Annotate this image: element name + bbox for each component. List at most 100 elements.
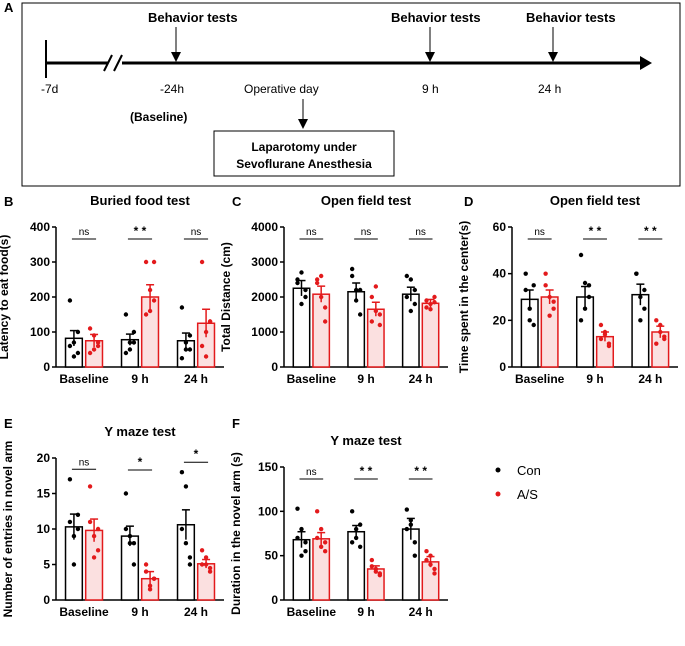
point-con <box>353 535 359 541</box>
point-as <box>662 336 667 342</box>
behavior-label-24h: Behavior tests <box>526 10 616 25</box>
point-as <box>428 562 433 567</box>
bar-as <box>312 293 331 368</box>
behavior-label-baseline: Behavior tests <box>148 10 238 25</box>
point-as <box>543 271 548 276</box>
panel-a: A -7d -24h 9 h 24 h Behavior tests Behav… <box>4 0 681 187</box>
point-as <box>322 549 328 554</box>
point-as <box>543 283 548 288</box>
point-as <box>199 548 205 553</box>
y-tick-label: 0 <box>271 593 278 607</box>
point-con <box>187 555 193 560</box>
ymaze-duration-chart: Y maze test Duration in the novel arm (s)… <box>229 433 448 619</box>
significance-label: ns <box>534 227 545 238</box>
point-as <box>314 277 320 282</box>
point-as <box>373 284 379 289</box>
y-tick-label: 100 <box>258 504 278 518</box>
panel-letter-b: B <box>4 194 13 209</box>
buried-food-chart: Buried food test Latency to eat food(s) 0 1… <box>0 193 224 386</box>
significance-label: * * <box>644 224 657 238</box>
significance-label: * <box>138 455 143 469</box>
bar-con <box>347 291 366 368</box>
y-tick-label: 15 <box>37 487 51 501</box>
significance-label: * * <box>360 464 373 478</box>
point-as <box>318 544 324 549</box>
procedure-box <box>213 130 395 177</box>
point-con <box>357 312 363 317</box>
point-as <box>318 526 324 532</box>
point-con <box>582 280 588 286</box>
point-con <box>638 318 643 323</box>
point-as <box>373 308 379 314</box>
behavior-arrow-24h <box>548 27 558 62</box>
significance-label: ns <box>361 227 372 238</box>
point-con <box>523 271 528 276</box>
point-con <box>638 294 643 300</box>
significance-label: * * <box>589 224 602 238</box>
point-con <box>75 526 81 532</box>
baseline-label: (Baseline) <box>130 110 187 124</box>
significance-label: * * <box>134 224 147 238</box>
point-con <box>123 491 129 496</box>
point-as <box>147 587 153 592</box>
point-con <box>404 294 410 300</box>
point-as <box>598 336 604 342</box>
significance-label: ns <box>191 227 202 238</box>
point-con <box>412 287 418 293</box>
point-as <box>207 565 213 571</box>
point-con <box>642 287 647 293</box>
y-tick-label: 200 <box>30 290 50 304</box>
timeline-arrowhead <box>640 56 652 70</box>
point-as <box>143 259 149 265</box>
timeline-label-24h: -24h <box>160 82 184 96</box>
x-tick-label: Baseline <box>59 372 109 386</box>
y-tick-label: 20 <box>493 313 507 327</box>
procedure-line-1: Laparotomy under <box>251 140 357 154</box>
y-axis-label: Number of entries in novel arm <box>1 441 15 618</box>
point-as <box>318 294 324 300</box>
point-as <box>428 553 433 558</box>
point-as <box>91 347 97 352</box>
point-as <box>322 305 328 310</box>
x-tick-label: 24 h <box>409 372 433 386</box>
point-con <box>531 283 536 288</box>
point-as <box>151 576 157 581</box>
legend-marker-as <box>495 491 501 497</box>
legend-label-as: A/S <box>517 487 538 502</box>
point-con <box>578 252 584 258</box>
point-as <box>147 287 153 293</box>
legend-label-con: Con <box>517 463 541 478</box>
point-as <box>547 313 552 318</box>
point-as <box>424 305 429 310</box>
point-con <box>523 287 528 293</box>
y-tick-label: 40 <box>493 267 507 281</box>
x-tick-label: Baseline <box>59 605 109 619</box>
point-con <box>357 522 363 527</box>
point-con <box>349 509 355 514</box>
point-con <box>357 287 363 293</box>
y-axis-label: Time spent in the center(s) <box>457 221 471 373</box>
point-as <box>369 294 375 300</box>
timeline-label-9h: 9 h <box>422 82 439 96</box>
operative-day-label: Operative day <box>244 82 319 96</box>
x-tick-label: 24 h <box>638 372 662 386</box>
point-as <box>143 562 149 567</box>
point-as <box>432 294 437 300</box>
point-con <box>353 526 359 532</box>
point-con <box>408 518 414 523</box>
point-con <box>303 540 308 545</box>
point-con <box>75 350 81 356</box>
timeline-frame <box>21 2 681 187</box>
point-as <box>91 533 97 539</box>
point-as <box>147 308 153 314</box>
panel-letter-a: A <box>4 0 14 15</box>
y-tick-label: 4000 <box>251 220 278 234</box>
point-con <box>404 526 410 532</box>
y-tick-label: 10 <box>37 522 51 536</box>
point-as <box>314 535 320 541</box>
point-as <box>91 555 97 560</box>
bar-as <box>366 308 385 368</box>
point-con <box>71 533 77 539</box>
point-con <box>349 273 355 279</box>
